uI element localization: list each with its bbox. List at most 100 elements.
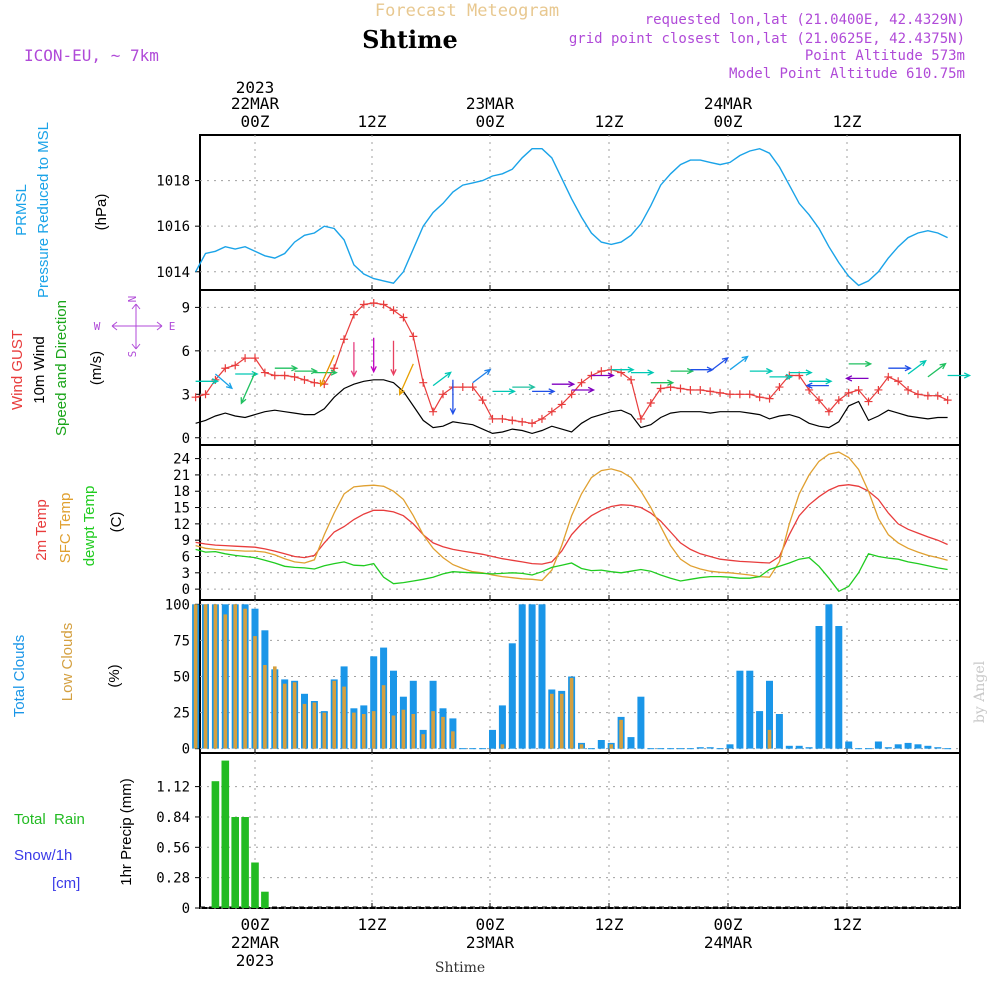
total-cloud-bar: [894, 744, 902, 749]
y-tick-label: 0.84: [156, 810, 190, 826]
wind-direction-arrow: [769, 373, 793, 381]
gust-point-marker: [735, 390, 744, 399]
total-cloud-bar: [835, 626, 843, 749]
low-cloud-bar: [619, 719, 623, 749]
wind-direction-arrow: [631, 369, 655, 376]
total-cloud-bar: [637, 696, 645, 749]
y-tick-label: 25: [173, 706, 190, 722]
gust-point-marker: [844, 388, 853, 397]
low-cloud-bar: [579, 744, 584, 749]
y-tick-label: 0: [182, 901, 190, 917]
gust-point-marker: [429, 407, 438, 416]
dewpoint-series-line: [195, 548, 948, 593]
total-clouds-label: Total Clouds: [11, 635, 28, 718]
rain-bar: [211, 781, 220, 908]
top-time-axis: 2023 22MAR 23MAR 24MAR 00Z 12Z 00Z 12Z 0…: [231, 78, 862, 131]
requested-coordinates: requested lon,lat (21.0400E, 42.4329N): [645, 12, 965, 28]
low-cloud-bar: [233, 604, 237, 749]
wind-direction-arrow: [492, 388, 516, 395]
direction-label: Speed and Direction: [53, 300, 70, 436]
total-cloud-bar: [746, 670, 754, 749]
top-day-label-1: 22MAR: [231, 94, 280, 113]
wind-direction-arrow: [472, 368, 492, 384]
gust-point-marker: [359, 300, 368, 309]
wind-direction-arrow: [195, 378, 220, 385]
gust-point-marker: [221, 364, 230, 373]
pressure-label-line2: Pressure Reduced to MSL: [35, 122, 52, 298]
low-cloud-bar: [193, 604, 198, 749]
y-tick-label: 0.56: [156, 840, 190, 856]
low-cloud-bar: [441, 716, 445, 749]
y-tick-label: 1016: [156, 219, 190, 235]
low-cloud-bar: [253, 636, 257, 749]
gust-point-marker: [824, 407, 833, 416]
gust-point-marker: [706, 387, 715, 396]
low-clouds-label: Low Clouds: [59, 623, 76, 701]
wind-direction-arrow: [214, 373, 234, 390]
wind-direction-arrow: [274, 365, 299, 372]
wind-direction-arrow: [809, 378, 833, 385]
wind-direction-arrow: [432, 371, 452, 387]
wind-direction-arrow: [749, 367, 774, 375]
total-cloud-bar: [498, 705, 506, 749]
low-cloud-bar: [282, 683, 287, 749]
gust-point-marker: [340, 335, 349, 344]
low-cloud-bar: [421, 734, 425, 749]
total-cloud-bar: [884, 747, 892, 749]
header: Forecast Meteogram Shtime ICON-EU, ~ 7km…: [24, 1, 965, 82]
total-cloud-bar: [874, 741, 882, 749]
total-cloud-bar: [508, 643, 516, 749]
low-cloud-bar: [203, 604, 208, 749]
y-tick-label: 3: [182, 566, 190, 582]
total-cloud-bar: [627, 737, 635, 749]
total-cloud-bar: [914, 744, 922, 749]
compass-north: N: [126, 296, 139, 303]
pressure-unit: (hPa): [93, 194, 110, 231]
wind-direction-arrow: [532, 388, 556, 395]
low-cloud-bar: [767, 729, 772, 749]
low-cloud-bar: [342, 686, 346, 749]
wind-direction-arrow: [670, 367, 695, 375]
top-hour-label-2: 12Z: [358, 112, 387, 131]
wind-direction-arrow: [319, 354, 335, 388]
gust-point-marker: [270, 371, 279, 380]
rain-bar: [241, 817, 249, 908]
y-tick-label: 24: [173, 452, 190, 468]
low-cloud-bar: [609, 744, 613, 749]
low-cloud-bar: [273, 666, 277, 749]
y-tick-label: 9: [182, 300, 190, 316]
total-cloud-bar: [390, 670, 397, 749]
low-cloud-bar: [550, 693, 554, 749]
low-cloud-bar: [362, 714, 366, 749]
gust-point-marker: [498, 414, 507, 423]
low-cloud-bar: [381, 685, 386, 749]
y-tick-label: 6: [182, 344, 190, 360]
total-cloud-bar: [795, 745, 803, 749]
total-cloud-bar: [934, 747, 942, 749]
y-tick-label: 1018: [156, 174, 190, 190]
compass-east: E: [169, 320, 176, 333]
gust-point-marker: [389, 306, 398, 315]
wind-direction-arrow: [314, 369, 338, 376]
rain-bar: [251, 862, 259, 908]
low-cloud-bar: [569, 677, 574, 749]
total-cloud-bar: [825, 604, 833, 749]
total-cloud-bar: [845, 741, 853, 749]
y-tick-label: 75: [173, 633, 190, 649]
plot-layer: 1014101610180369036912151821240255075100…: [156, 134, 972, 917]
gust-point-marker: [260, 368, 269, 377]
gust-point-marker: [686, 385, 695, 394]
total-cloud-bar: [904, 742, 912, 749]
bottom-hour-label-1: 00Z: [241, 915, 270, 934]
bottom-day-label-2: 23MAR: [466, 933, 515, 952]
rain-bar: [231, 817, 239, 908]
precip-unit: 1hr Precip (mm): [118, 778, 135, 886]
low-cloud-bar: [263, 665, 267, 749]
top-hour-label-5: 00Z: [714, 112, 743, 131]
wind-direction-arrow: [571, 386, 596, 394]
wind-series-line: [195, 379, 948, 435]
bottom-hour-label-2: 12Z: [358, 915, 387, 934]
y-tick-label: 0: [182, 582, 190, 598]
footer-location: Shtime: [435, 960, 485, 976]
left-labels: PRMSL Pressure Reduced to MSL (hPa) Wind…: [9, 122, 175, 892]
